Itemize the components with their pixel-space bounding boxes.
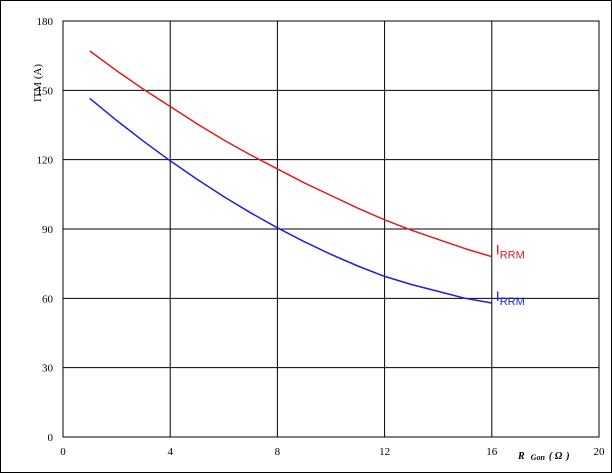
y-tick-label-6: 180 (37, 16, 54, 28)
x-tick-label-2: 8 (275, 446, 281, 458)
series-label-1-main: I (496, 288, 500, 304)
series-line-1 (89, 97, 492, 304)
plot-area-frame (62, 20, 600, 438)
tick-labels: 0 4 8 12 16 20 0 30 60 90 120 150 180 (37, 16, 606, 458)
y-tick-label-0: 0 (48, 432, 54, 444)
y-tick-label-2: 60 (42, 293, 54, 305)
x-tick-label-5: 20 (594, 446, 606, 458)
grid (63, 21, 599, 437)
x-axis-label-unit-close: ) (565, 451, 569, 462)
series-label-0: IRRM (496, 242, 525, 262)
series-label-0-main: I (496, 242, 500, 258)
x-tick-label-3: 12 (379, 446, 390, 458)
x-axis-label-main: R (517, 451, 525, 462)
series-label-0-sub: RRM (500, 250, 525, 262)
x-tick-label-4: 16 (486, 446, 498, 458)
series-line-0 (89, 50, 493, 258)
x-axis-label-unit-open: ( (549, 451, 555, 462)
y-axis-label: ITM (A) (32, 64, 44, 103)
y-tick-label-3: 90 (42, 224, 54, 236)
series-label-1: IRRM (496, 288, 525, 308)
x-tick-label-1: 4 (167, 446, 173, 458)
x-axis-label: R Gon ( Ω ) (517, 446, 570, 464)
y-tick-label-4: 120 (37, 155, 54, 167)
series-label-1-sub: RRM (500, 296, 525, 308)
x-axis-label-sub: Gon (531, 453, 546, 462)
y-tick-label-1: 30 (42, 363, 54, 375)
x-axis-label-unit: Ω (555, 451, 563, 462)
x-tick-label-0: 0 (60, 446, 66, 458)
y-tick-label-5: 150 (37, 85, 54, 97)
